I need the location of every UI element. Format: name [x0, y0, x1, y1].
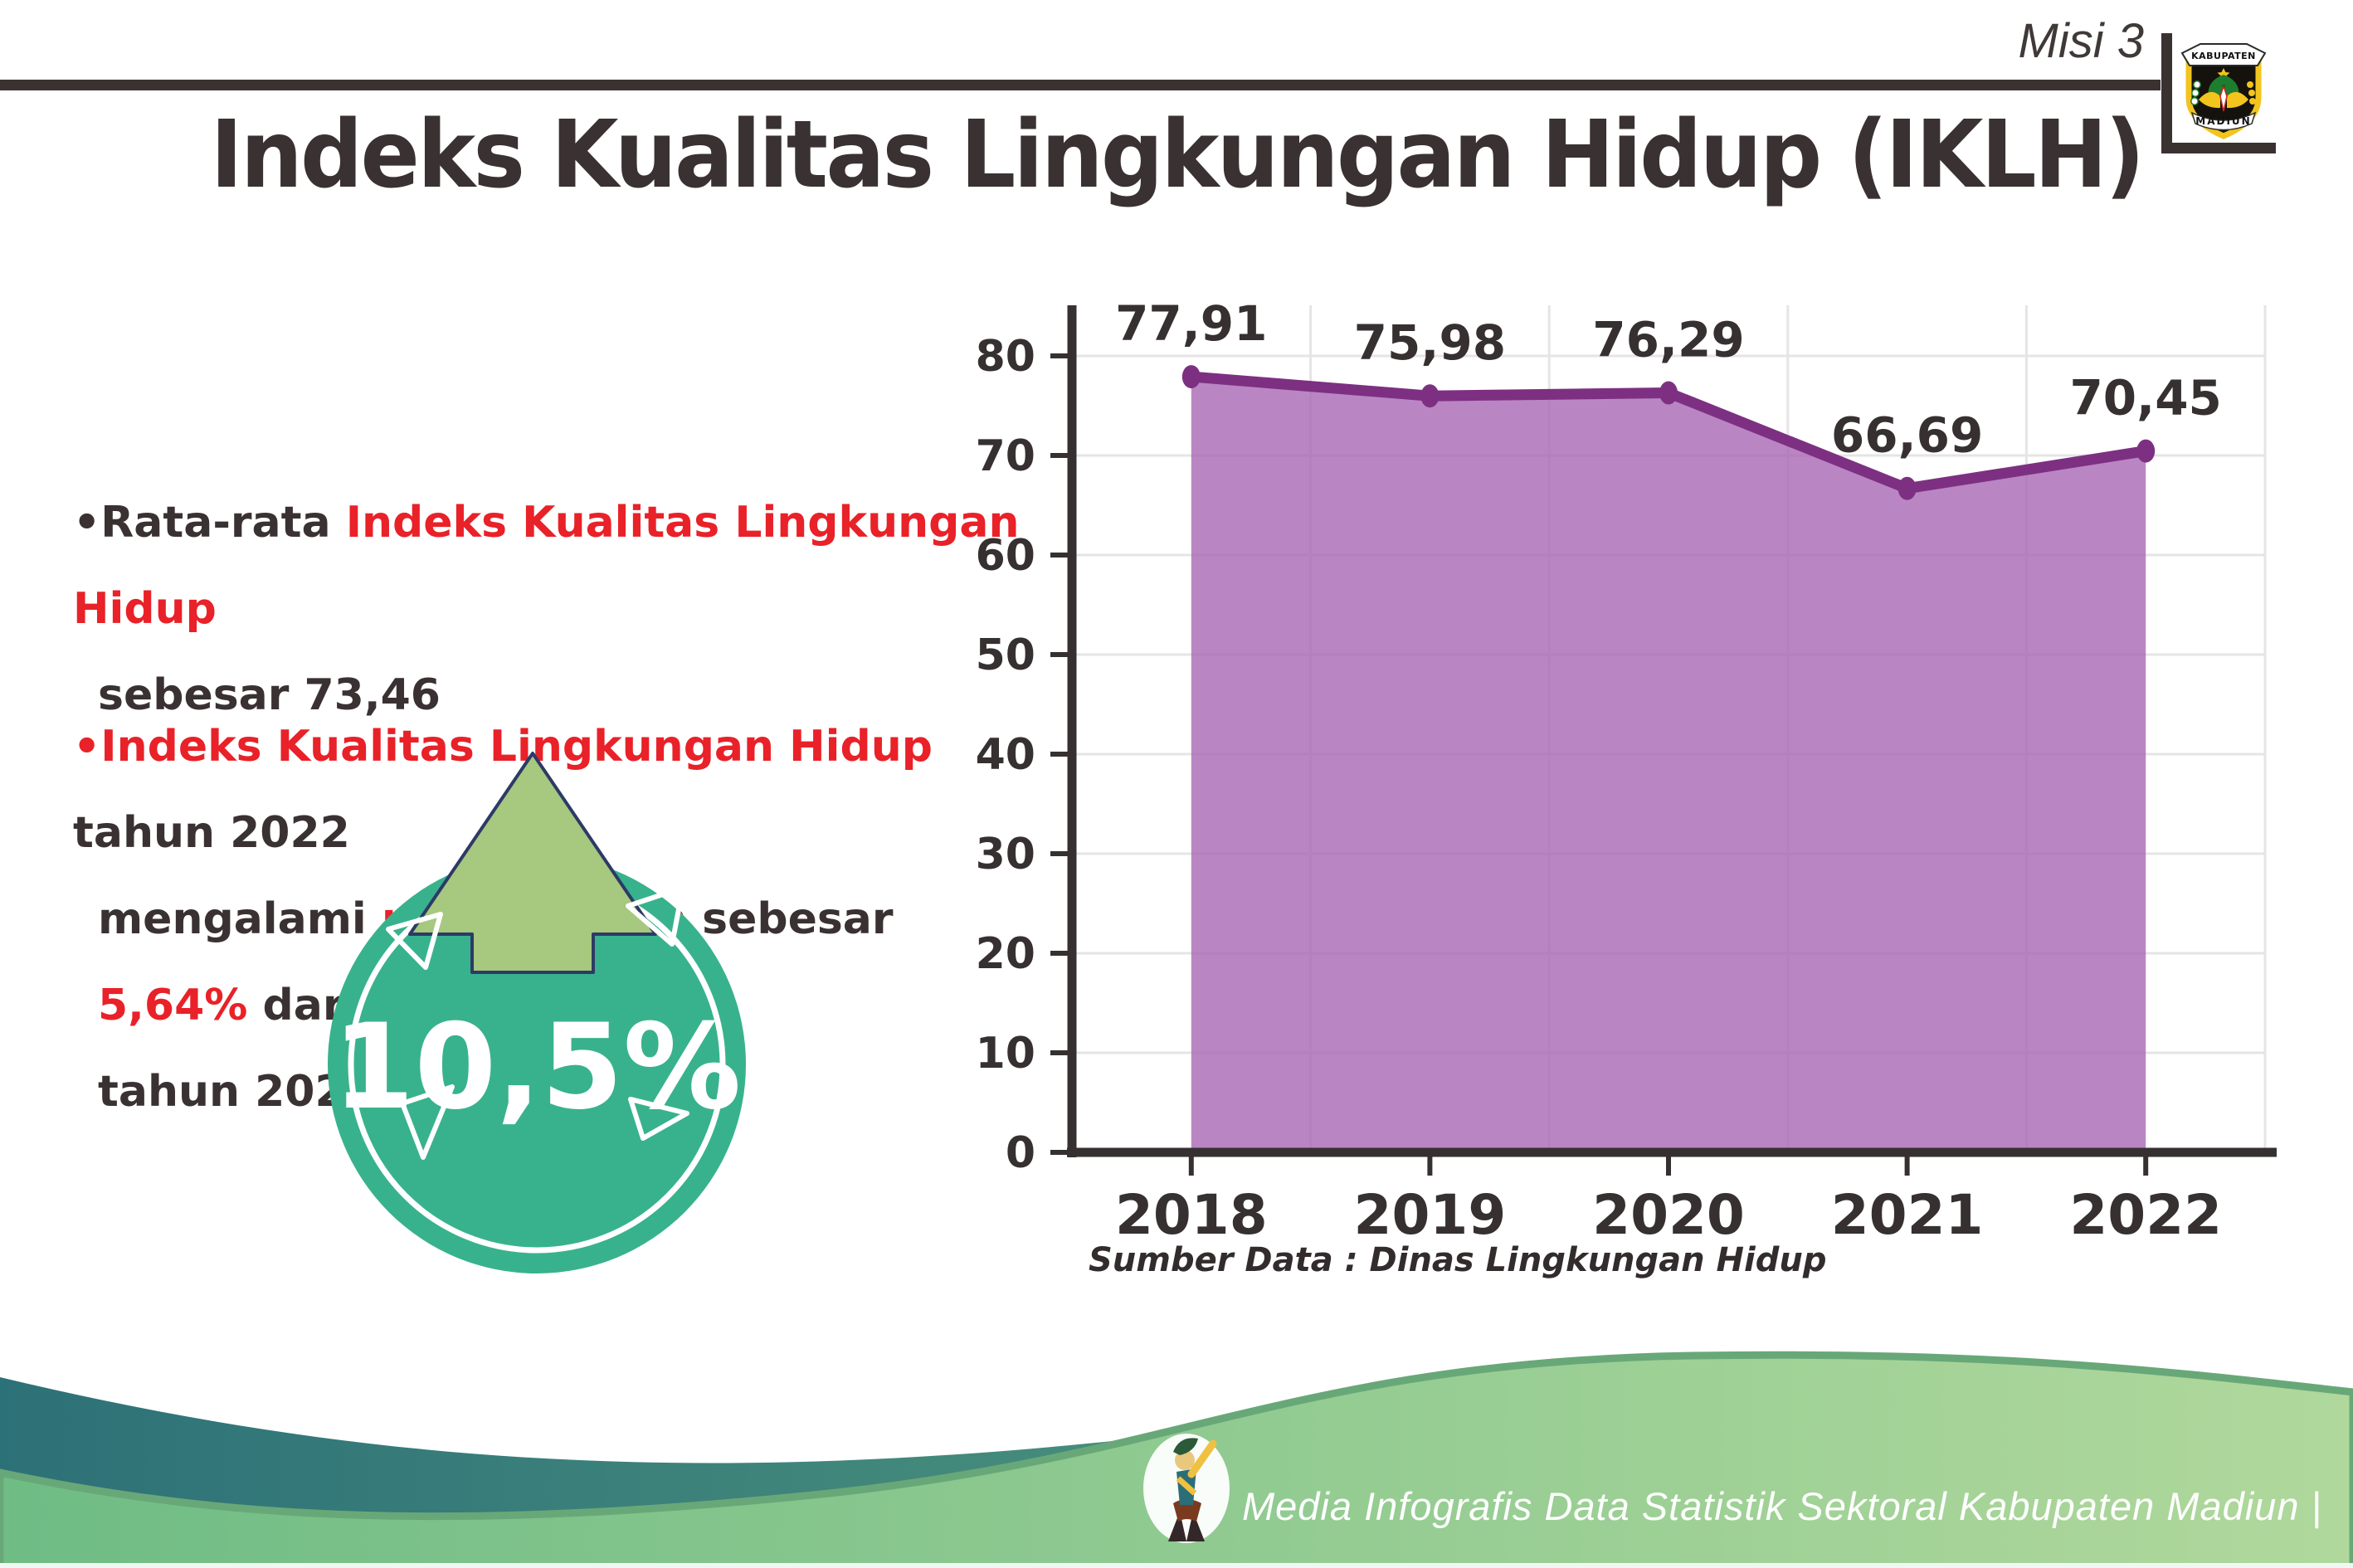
emblem-tip [2216, 134, 2231, 139]
data-label: 77,91 [1115, 295, 1267, 352]
header-divider [0, 80, 2161, 90]
spark-triangle-icon [628, 1097, 689, 1141]
text-segment: •Indeks Kualitas Lingkungan Hidup [73, 722, 933, 772]
right-wing-icon [2227, 91, 2248, 109]
text-segment: sebesar 73,46 [98, 670, 441, 720]
text-segment: 5,64% [98, 981, 248, 1030]
trend-line [1186, 371, 2151, 494]
kris-icon [2219, 84, 2228, 112]
spark-triangle-icon [400, 1084, 455, 1160]
data-point [1659, 381, 1678, 405]
y-axis-label: 80 [976, 332, 1035, 382]
x-axis-label: 2021 [1831, 1183, 1984, 1247]
cotton-icon [2190, 97, 2199, 105]
data-point [2136, 439, 2156, 463]
mission-label: Misi 3 [2018, 14, 2144, 68]
spark-triangle-icon [386, 912, 443, 970]
area-fill [1191, 377, 2146, 1153]
footer-credit: Media Infografis Data Statistik Sektoral… [1242, 1484, 2322, 1528]
cotton-icon [2191, 89, 2200, 97]
badge-percentage: 10,5% [333, 999, 742, 1136]
emblem-banner-text: KABUPATEN [2191, 51, 2256, 61]
data-point [1420, 384, 1440, 408]
text-line: •Rata-rata Indeks Kualitas Lingkungan Hi… [73, 480, 1027, 652]
regency-emblem-logo: KABUPATEN MADIUN [2180, 43, 2267, 139]
text-line: •Indeks Kualitas Lingkungan Hidup tahun … [73, 704, 1027, 876]
left-wing-icon [2199, 91, 2220, 109]
mascot-icon [1143, 1434, 1230, 1543]
wheat-icon [2247, 81, 2253, 88]
data-point [1898, 476, 1917, 500]
data-label: 75,98 [1354, 314, 1506, 371]
y-axis-label: 70 [976, 431, 1035, 481]
text-segment: •Rata-rata [73, 498, 346, 548]
bullet-average-iklh: •Rata-rata Indeks Kualitas Lingkungan Hi… [73, 480, 1027, 738]
logo-frame-vertical-bar [2161, 33, 2172, 153]
increase-badge: 10,5% [328, 752, 746, 1273]
wheat-icon [2249, 98, 2256, 105]
text-segment: tahun 2022 [73, 808, 350, 858]
data-label: 70,45 [2069, 370, 2221, 426]
emblem-banner [2180, 43, 2267, 66]
data-label: 66,69 [1831, 407, 1983, 464]
data-label: 76,29 [1592, 312, 1744, 368]
text-segment: sebesar [687, 894, 894, 944]
text-segment: Indeks Kualitas Lingkungan Hidup [73, 498, 1020, 634]
x-axis-label: 2018 [1115, 1183, 1268, 1247]
emblem-name-text: MADIUN [2195, 115, 2251, 127]
badge-circle [328, 855, 746, 1273]
logo-frame-horizontal-bar [2161, 143, 2276, 153]
x-axis-label: 2019 [1354, 1183, 1507, 1247]
y-axis-label: 0 [1006, 1128, 1035, 1178]
cotton-icon [2193, 80, 2201, 89]
text-line: sebesar 73,46 [73, 652, 1027, 738]
x-axis-label: 2022 [2069, 1183, 2222, 1247]
wheat-icon [2248, 90, 2255, 96]
spark-triangle-icon [626, 885, 685, 947]
text-segment: mengalami [98, 894, 382, 944]
emblem-name-band [2190, 111, 2257, 131]
data-point [1181, 365, 1201, 389]
x-axis-label: 2020 [1592, 1183, 1745, 1247]
up-arrow-icon [408, 752, 657, 974]
data-source-note: Sumber Data : Dinas Lingkungan Hidup [1089, 1241, 1827, 1279]
page-title: Indeks Kualitas Lingkungan Hidup (IKLH) [210, 101, 2146, 209]
bottom-edge-strip [0, 1563, 2353, 1568]
